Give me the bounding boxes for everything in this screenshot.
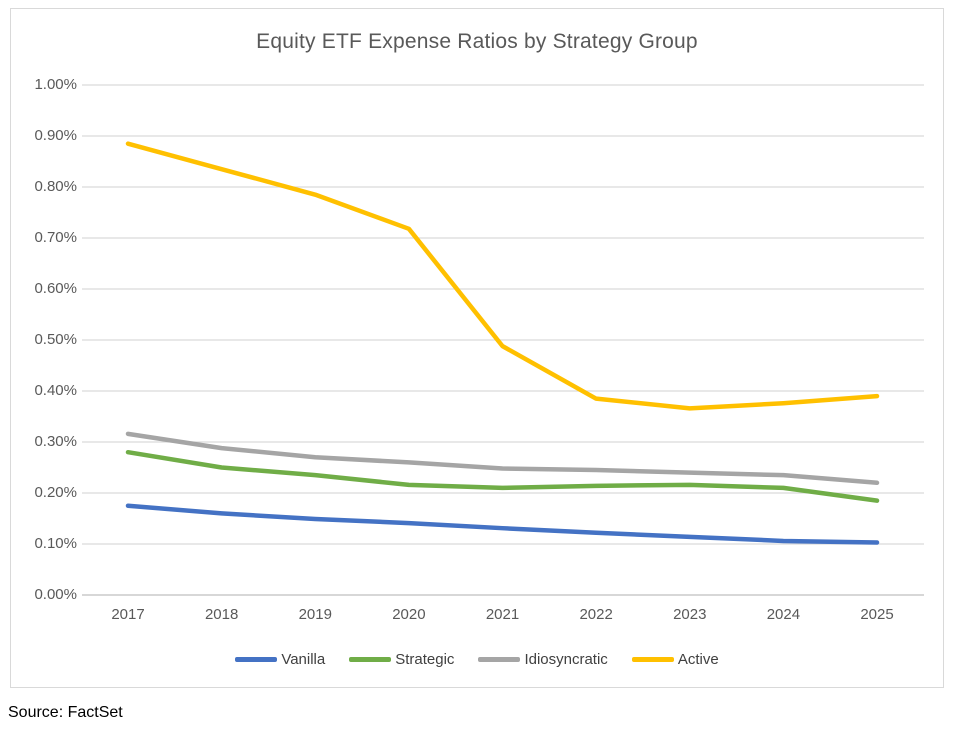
y-axis-tick-label: 0.80% (34, 178, 77, 195)
chart-frame: Equity ETF Expense Ratios by Strategy Gr… (10, 8, 944, 688)
y-axis-tick-label: 0.00% (34, 586, 77, 603)
x-axis-tick-label: 2018 (204, 606, 239, 623)
y-axis-tick-label: 0.40% (34, 382, 77, 399)
legend-line-swatch (478, 657, 521, 662)
plot-area (82, 84, 924, 596)
series-line-vanilla (125, 503, 880, 545)
x-axis-tick-label: 2017 (111, 606, 145, 623)
x-axis-tick-label: 2021 (485, 606, 520, 623)
y-axis-tick-label: 0.30% (34, 433, 77, 450)
legend-label: Vanilla (281, 651, 326, 668)
chart-title: Equity ETF Expense Ratios by Strategy Gr… (256, 30, 698, 53)
legend-label: Idiosyncratic (524, 651, 608, 668)
x-axis-tick-label: 2019 (298, 606, 332, 623)
x-axis-tick-label: 2024 (766, 606, 801, 623)
legend-line-swatch (235, 657, 278, 662)
legend-label: Strategic (395, 651, 455, 668)
y-axis-tick-label: 0.50% (34, 331, 77, 348)
x-axis-tick-label: 2025 (860, 606, 894, 623)
legend-label: Active (677, 651, 719, 668)
legend: Vanilla Strategic Idiosyncratic Active (11, 651, 943, 668)
series-line-idiosyncratic (125, 431, 880, 486)
y-axis-tick-label: 0.60% (34, 280, 77, 297)
series-line-strategic (125, 449, 880, 503)
source-note: Source: FactSet (8, 704, 123, 721)
legend-line-swatch (631, 657, 674, 662)
y-axis-tick-label: 1.00% (34, 76, 77, 93)
y-axis-tick-label: 0.20% (34, 484, 77, 501)
x-axis-tick-label: 2020 (392, 606, 426, 623)
legend-line-swatch (349, 657, 392, 662)
legend-item-strategic: Strategic (349, 651, 454, 668)
x-axis-tick-label: 2023 (673, 606, 707, 623)
y-axis-tick-label: 0.10% (34, 535, 77, 552)
series-line-active (125, 141, 880, 411)
legend-item-idiosyncratic: Idiosyncratic (478, 651, 608, 668)
y-axis-tick-label: 0.90% (34, 127, 77, 144)
y-axis-tick-label: 0.70% (34, 229, 77, 246)
x-axis-tick-label: 2022 (579, 606, 613, 623)
legend-item-active: Active (631, 651, 719, 668)
legend-item-vanilla: Vanilla (235, 651, 325, 668)
